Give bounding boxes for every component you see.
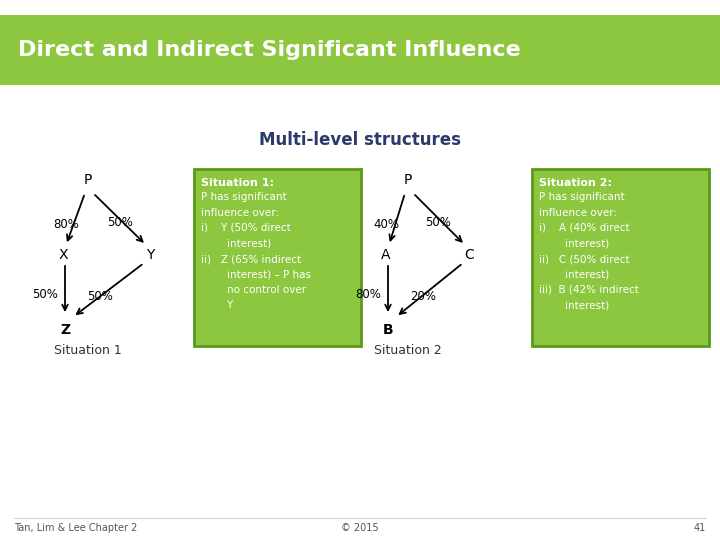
Text: interest): interest)	[539, 300, 609, 310]
Text: P: P	[404, 173, 412, 187]
Text: influence over:: influence over:	[201, 207, 279, 218]
Text: 40%: 40%	[373, 219, 399, 232]
Text: Situation 2:: Situation 2:	[539, 178, 612, 188]
Text: Y: Y	[146, 248, 154, 262]
Text: interest) – P has: interest) – P has	[201, 269, 311, 280]
FancyBboxPatch shape	[0, 15, 720, 85]
Text: © 2015: © 2015	[341, 523, 379, 533]
Text: Situation 1: Situation 1	[54, 343, 122, 356]
Text: P has significant: P has significant	[201, 192, 287, 202]
Text: 50%: 50%	[107, 217, 133, 230]
Text: interest): interest)	[201, 239, 271, 248]
Text: 80%: 80%	[53, 219, 79, 232]
Text: 41: 41	[694, 523, 706, 533]
Text: Z: Z	[60, 323, 70, 337]
Text: 80%: 80%	[355, 288, 381, 301]
Text: 50%: 50%	[425, 217, 451, 230]
Text: 20%: 20%	[410, 291, 436, 303]
Text: Situation 1:: Situation 1:	[201, 178, 274, 188]
Text: 50%: 50%	[32, 288, 58, 301]
Text: ii)   C (50% direct: ii) C (50% direct	[539, 254, 629, 264]
Text: P: P	[84, 173, 92, 187]
Text: Multi-level structures: Multi-level structures	[259, 131, 461, 149]
Text: 50%: 50%	[87, 291, 113, 303]
Text: interest): interest)	[539, 269, 609, 280]
Text: B: B	[383, 323, 393, 337]
Text: ii)   Z (65% indirect: ii) Z (65% indirect	[201, 254, 301, 264]
Text: i)    A (40% direct: i) A (40% direct	[539, 223, 629, 233]
Text: Tan, Lim & Lee Chapter 2: Tan, Lim & Lee Chapter 2	[14, 523, 138, 533]
Text: no control over: no control over	[201, 285, 306, 295]
Text: X: X	[58, 248, 68, 262]
Text: interest): interest)	[539, 239, 609, 248]
Text: P has significant: P has significant	[539, 192, 625, 202]
FancyBboxPatch shape	[0, 0, 720, 20]
FancyBboxPatch shape	[532, 169, 709, 346]
Text: Situation 2: Situation 2	[374, 343, 442, 356]
Text: A: A	[382, 248, 391, 262]
Text: influence over:: influence over:	[539, 207, 617, 218]
Text: iii)  B (42% indirect: iii) B (42% indirect	[539, 285, 639, 295]
Text: Direct and Indirect Significant Influence: Direct and Indirect Significant Influenc…	[18, 40, 521, 60]
FancyBboxPatch shape	[194, 169, 361, 346]
Text: i)    Y (50% direct: i) Y (50% direct	[201, 223, 291, 233]
Text: Y: Y	[201, 300, 233, 310]
Text: C: C	[464, 248, 474, 262]
